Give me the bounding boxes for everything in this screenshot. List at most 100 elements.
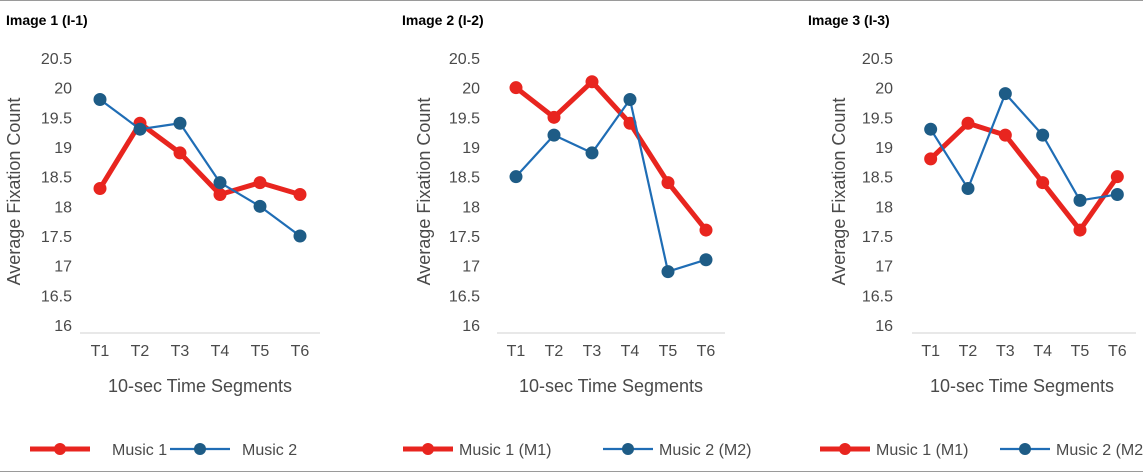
chart-3-series-2-point (1036, 128, 1050, 142)
chart-3-y-tick-label: 16.5 (862, 288, 893, 305)
chart-1-y-tick-label: 18.5 (41, 170, 72, 187)
chart-3-x-tick-label: T1 (921, 343, 940, 360)
chart-1-y-tick-label: 19.5 (41, 110, 72, 127)
chart-3-y-tick-label: 17.5 (862, 229, 893, 246)
chart-2-y-tick-label: 18.5 (449, 170, 480, 187)
chart-2-legend-series-2-marker (622, 443, 634, 455)
chart-3-x-tick-label: T6 (1108, 343, 1127, 360)
chart-1-x-tick-label: T1 (91, 343, 110, 360)
chart-1-y-tick-label: 18 (54, 199, 72, 216)
chart-2-series-1-point (547, 110, 561, 124)
chart-3-legend-series-1-marker (839, 443, 851, 455)
chart-1-x-tick-label: T2 (131, 343, 150, 360)
chart-1-title: Image 1 (I-1) (6, 12, 88, 28)
chart-3-y-tick-label: 20 (875, 81, 893, 98)
chart-3-series-1-point (961, 116, 975, 130)
chart-3-y-tick-label: 20.5 (862, 51, 893, 68)
chart-2-title: Image 2 (I-2) (402, 12, 484, 28)
chart-3-title: Image 3 (I-3) (808, 12, 890, 28)
chart-3-x-tick-label: T5 (1071, 343, 1090, 360)
chart-2-series-1-point (661, 176, 675, 190)
chart-2-y-tick-label: 16 (462, 318, 480, 335)
chart-2-series-2-point (547, 128, 561, 142)
chart-3-series-2-point (1073, 193, 1087, 207)
chart-1-series-1-point (253, 176, 267, 190)
chart-2-x-tick-label: T1 (507, 343, 526, 360)
chart-1-series-1-point (93, 182, 107, 196)
chart-1-legend-series-1-label: Music 1 (112, 442, 167, 459)
chart-2-y-tick-label: 19.5 (449, 110, 480, 127)
chart-3-x-tick-label: T2 (959, 343, 978, 360)
chart-3-series-1-point (924, 152, 938, 166)
chart-3-y-tick-label: 16 (875, 318, 893, 335)
chart-2-legend-series-2-label: Music 2 (M2) (659, 442, 751, 459)
chart-2-series-1-point (585, 75, 599, 89)
chart-2-x-tick-label: T5 (659, 343, 678, 360)
chart-3-series-1-point (1110, 170, 1124, 184)
chart-1-series-2-point (293, 229, 307, 243)
chart-3-series-2-point (1110, 187, 1124, 201)
chart-1-series-2-line (98, 98, 302, 238)
chart-2-y-tick-label: 19 (462, 140, 480, 157)
chart-1-series-2-point (93, 93, 107, 107)
chart-2-y-tick-label: 20 (462, 81, 480, 98)
chart-3-y-tick-label: 17 (875, 259, 893, 276)
chart-2-x-tick-label: T6 (697, 343, 716, 360)
chart-2-series-2-point (623, 93, 637, 107)
chart-1-y-tick-label: 19 (54, 140, 72, 157)
chart-2-series-2-line (514, 98, 708, 273)
chart-3-x-axis-title: 10-sec Time Segments (930, 376, 1114, 396)
chart-1-y-tick-label: 16.5 (41, 288, 72, 305)
chart-2-series-1-point (699, 223, 713, 237)
chart-3-x-tick-label: T4 (1033, 343, 1052, 360)
chart-3-y-tick-label: 18.5 (862, 170, 893, 187)
chart-2-y-tick-label: 16.5 (449, 288, 480, 305)
chart-2-x-tick-label: T4 (621, 343, 640, 360)
chart-2-series-1-line (513, 79, 709, 233)
chart-3-series-1-point (1073, 223, 1087, 237)
chart-1-y-tick-label: 17.5 (41, 229, 72, 246)
chart-3-y-tick-label: 19.5 (862, 110, 893, 127)
chart-3-series-2-point (924, 122, 938, 136)
chart-1-legend-series-2-label: Music 2 (242, 442, 297, 459)
chart-3-y-axis-title: Average Fixation Count (829, 98, 849, 286)
chart-1-y-tick-label: 16 (54, 318, 72, 335)
bottom-rule (0, 471, 1143, 472)
chart-1-x-axis-title: 10-sec Time Segments (108, 376, 292, 396)
chart-2-series-1-point (509, 81, 523, 95)
chart-3-legend-series-2-marker (1019, 443, 1031, 455)
chart-1-legend-series-2-marker (194, 443, 206, 455)
chart-2-y-tick-label: 20.5 (449, 51, 480, 68)
chart-2-y-tick-label: 17 (462, 259, 480, 276)
chart-3-series-2-point (998, 87, 1012, 101)
chart-1-x-tick-label: T3 (171, 343, 190, 360)
chart-2-legend-series-1-marker (422, 443, 434, 455)
chart-1-y-axis-title: Average Fixation Count (4, 98, 24, 286)
chart-3-series-1-line (928, 120, 1120, 233)
chart-3-series-1-point (1036, 176, 1050, 190)
chart-2-y-tick-label: 18 (462, 199, 480, 216)
top-rule (0, 0, 1143, 1)
chart-2-series-2-point (661, 265, 675, 279)
chart-2-y-axis-title: Average Fixation Count (414, 98, 434, 286)
chart-2-x-tick-label: T2 (545, 343, 564, 360)
chart-1-x-tick-label: T4 (211, 343, 230, 360)
chart-3-series-2-line (929, 92, 1119, 202)
chart-1-series-2-point (213, 176, 227, 190)
chart-1-x-tick-label: T6 (291, 343, 310, 360)
chart-1-series-2-point (173, 116, 187, 130)
chart-1-series-2-point (253, 199, 267, 213)
chart-2-series-2-point (699, 253, 713, 267)
chart-2-x-tick-label: T3 (583, 343, 602, 360)
chart-3-series-1-point (998, 128, 1012, 142)
chart-3-legend-series-2-label: Music 2 (M2) (1056, 442, 1143, 459)
chart-1-x-tick-label: T5 (251, 343, 270, 360)
chart-1-series-1-point (293, 187, 307, 201)
chart-1-legend-series-1-marker (54, 443, 66, 455)
chart-1-series-2-point (133, 122, 147, 136)
chart-1-y-tick-label: 17 (54, 259, 72, 276)
chart-1-series-1-point (213, 187, 227, 201)
chart-3-series-2-point (961, 182, 975, 196)
chart-3-y-tick-label: 18 (875, 199, 893, 216)
